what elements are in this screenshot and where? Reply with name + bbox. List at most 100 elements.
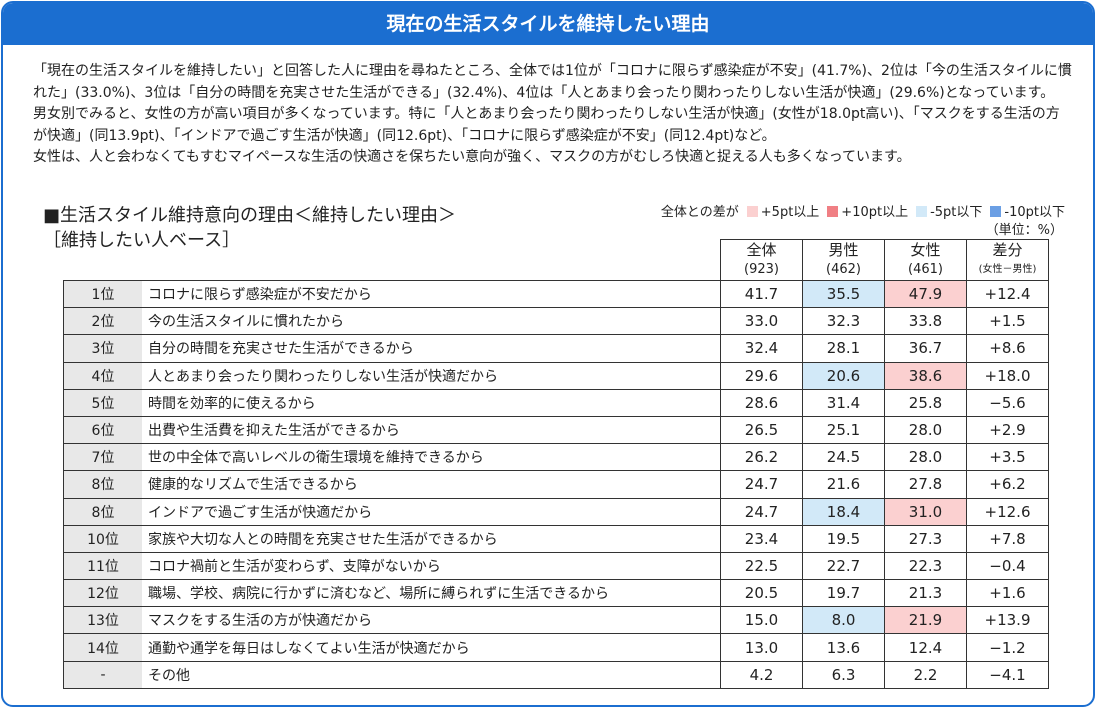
reason: 人とあまり会ったり関わったりしない生活が快適だから [142, 361, 721, 390]
legend-swatch [746, 206, 758, 217]
value-cell: 29.6 [720, 361, 803, 390]
legend-item: -5pt以下 [916, 201, 982, 220]
value-cell: 4.2 [720, 660, 803, 689]
value-cell: 25.1 [802, 415, 885, 445]
table-row: 2位 今の生活スタイルに慣れたから 33.0 32.3 33.8 +1.5 [63, 307, 1049, 336]
table-row: 6位 出費や生活費を抑えた生活ができるから 26.5 25.1 28.0 +2.9 [63, 415, 1049, 445]
value-cell: 22.3 [884, 551, 967, 581]
value-cell: 12.4 [884, 633, 967, 662]
value-cell: +1.6 [966, 579, 1049, 608]
reason: 世の中全体で高いレベルの衛生環境を維持できるから [142, 443, 721, 472]
value-cell: +7.8 [966, 524, 1049, 553]
value-cell: 28.0 [884, 415, 967, 445]
section-title: ■生活スタイル維持意向の理由＜維持したい理由＞ [43, 205, 457, 226]
legend-item-label: -5pt以下 [930, 205, 983, 220]
column-header: 男性 (462) [802, 239, 885, 281]
legend-swatch [916, 206, 928, 217]
value-cell: 22.7 [802, 551, 885, 581]
rank: 8位 [63, 497, 142, 526]
value-cell: 38.6 [884, 361, 967, 390]
value-cell: 18.4 [802, 497, 885, 526]
rank: 3位 [63, 334, 142, 363]
section-subtitle: ［維持したい人ベース］ [43, 230, 241, 251]
table: 全体 (923) 男性 (462) 女性 (461) 差分 (女性－男性) 1位 コロナに限らず感… [63, 239, 1049, 689]
value-cell: 31.4 [802, 388, 885, 417]
value-cell: 28.1 [802, 334, 885, 363]
column-base: (923) [744, 262, 779, 277]
value-cell: 13.0 [720, 633, 803, 662]
reason: その他 [142, 660, 721, 689]
table-row: 10位 家族や大切な人との時間を充実させた生活ができるから 23.4 19.5 27.3… [63, 524, 1049, 553]
value-cell: 36.7 [884, 334, 967, 363]
legend: 全体との差が +5pt以上 +10pt以上 -5pt以下 -10pt以下 [661, 201, 1065, 220]
value-cell: −4.1 [966, 660, 1049, 689]
value-cell: 35.5 [802, 279, 885, 309]
value-cell: 26.5 [720, 415, 803, 445]
value-cell: 21.3 [884, 579, 967, 608]
table-row: 14位 通勤や通学を毎日はしなくてよい生活が快適だから 13.0 13.6 12.4 −1… [63, 633, 1049, 662]
reason: マスクをする生活の方が快適だから [142, 606, 721, 635]
rank: 11位 [63, 551, 142, 581]
rank: 7位 [63, 443, 142, 472]
value-cell: 8.0 [802, 606, 885, 635]
table-row: 4位 人とあまり会ったり関わったりしない生活が快適だから 29.6 20.6 38.6 +… [63, 361, 1049, 390]
value-cell: 21.9 [884, 606, 967, 635]
value-cell: 23.4 [720, 524, 803, 553]
table-row: 3位 自分の時間を充実させた生活ができるから 32.4 28.1 36.7 +8.6 [63, 334, 1049, 363]
reason: 時間を効率的に使えるから [142, 388, 721, 417]
legend-swatch [827, 206, 839, 217]
value-cell: 32.3 [802, 307, 885, 336]
value-cell: +13.9 [966, 606, 1049, 635]
rank: 4位 [63, 361, 142, 390]
value-cell: 26.2 [720, 443, 803, 472]
value-cell: 27.3 [884, 524, 967, 553]
value-cell: 47.9 [884, 279, 967, 309]
reason: 健康的なリズムで生活できるから [142, 470, 721, 499]
value-cell: 33.8 [884, 307, 967, 336]
rank: 8位 [63, 470, 142, 499]
value-cell: 15.0 [720, 606, 803, 635]
value-cell: +2.9 [966, 415, 1049, 445]
value-cell: +12.6 [966, 497, 1049, 526]
legend-swatch [990, 206, 1002, 217]
table-row: 1位 コロナに限らず感染症が不安だから 41.7 35.5 47.9 +12.4 [63, 279, 1049, 309]
legend-item: -10pt以下 [990, 201, 1065, 220]
unit: （単位：%） [985, 223, 1063, 238]
reason: コロナ禍前と生活が変わらず、支障がないから [142, 551, 721, 581]
column-name: 女性 [910, 241, 941, 259]
header-empty [64, 240, 721, 281]
value-cell: 28.0 [884, 443, 967, 472]
table-row: 11位 コロナ禍前と生活が変わらず、支障がないから 22.5 22.7 22.3 −0.4 [63, 551, 1049, 581]
value-cell: 24.5 [802, 443, 885, 472]
rank: 13位 [63, 606, 142, 635]
value-cell: 13.6 [802, 633, 885, 662]
column-base: (461) [908, 262, 943, 277]
reason: インドアで過ごす生活が快適だから [142, 497, 721, 526]
column-base: (462) [826, 262, 861, 277]
rank: 12位 [63, 579, 142, 608]
legend-item-label: +5pt以上 [760, 205, 820, 220]
value-cell: 27.8 [884, 470, 967, 499]
value-cell: −0.4 [966, 551, 1049, 581]
value-cell: 20.5 [720, 579, 803, 608]
legend-item: +10pt以上 [827, 201, 908, 220]
value-cell: 31.0 [884, 497, 967, 526]
legend-label: 全体との差が [660, 205, 739, 220]
table-row: 7位 世の中全体で高いレベルの衛生環境を維持できるから 26.2 24.5 28.0 +3… [63, 443, 1049, 472]
value-cell: 24.7 [720, 497, 803, 526]
column-name: 全体 [746, 241, 777, 259]
value-cell: +12.4 [966, 279, 1049, 309]
value-cell: 20.6 [802, 361, 885, 390]
rank: 10位 [63, 524, 142, 553]
value-cell: +3.5 [966, 443, 1049, 472]
legend-item-label: +10pt以上 [841, 205, 909, 220]
reason: コロナに限らず感染症が不安だから [142, 279, 721, 309]
rank: 5位 [63, 388, 142, 417]
legend-item-label: -10pt以下 [1004, 205, 1065, 220]
value-cell: 28.6 [720, 388, 803, 417]
column-header: 女性 (461) [884, 239, 967, 281]
intro: 「現在の生活スタイルを維持したい」と回答した人に理由を尋ねたところ、全体では1位… [33, 61, 1073, 169]
table-row: 13位 マスクをする生活の方が快適だから 15.0 8.0 21.9 +13.9 [63, 606, 1049, 635]
rank: 1位 [63, 279, 142, 309]
